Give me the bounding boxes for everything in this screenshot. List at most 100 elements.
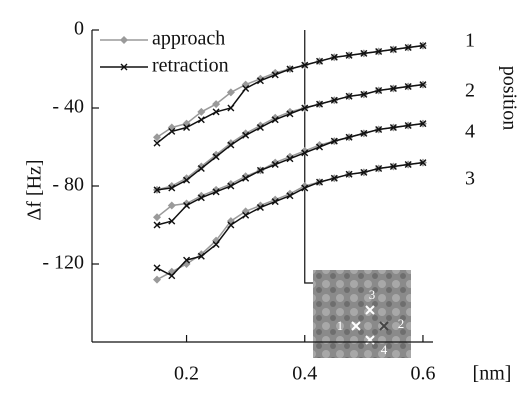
- marker: [212, 150, 221, 159]
- curve: [153, 159, 427, 280]
- marker-line: [304, 30, 313, 284]
- marker: [256, 203, 264, 211]
- marker: [256, 124, 264, 131]
- marker: [212, 153, 220, 161]
- marker: [419, 81, 427, 89]
- y-tick-label: 0: [74, 18, 84, 40]
- marker: [345, 170, 353, 178]
- legend-entry: approach: [100, 28, 225, 50]
- marker: [419, 120, 427, 128]
- position-label: 2: [465, 80, 475, 102]
- marker: [212, 100, 221, 109]
- marker: [212, 108, 220, 116]
- marker: [389, 163, 397, 170]
- marker: [360, 129, 368, 137]
- marker: [271, 161, 279, 169]
- marker: [301, 104, 309, 112]
- series-line: [156, 83, 424, 191]
- marker: [404, 122, 412, 130]
- legend-marker: [120, 36, 128, 44]
- position-label: 4: [465, 121, 475, 143]
- marker: [197, 191, 206, 200]
- marker: [330, 174, 338, 182]
- marker: [389, 85, 397, 92]
- x-tick-label: 0.6: [410, 363, 435, 385]
- series-line: [156, 122, 424, 226]
- inset-label: 3: [369, 287, 376, 302]
- marker: [271, 71, 279, 79]
- marker: [345, 92, 353, 100]
- marker: [404, 83, 412, 91]
- marker: [153, 213, 162, 222]
- marker: [182, 199, 191, 208]
- marker: [301, 184, 309, 192]
- position-label: 1: [465, 30, 475, 52]
- marker: [168, 272, 176, 280]
- legend-label: retraction: [152, 55, 229, 77]
- marker: [242, 131, 250, 139]
- marker: [286, 110, 294, 118]
- marker: [227, 104, 235, 112]
- marker: [389, 46, 397, 53]
- marker: [316, 100, 324, 108]
- marker: [256, 201, 265, 210]
- position-title: position: [498, 66, 520, 130]
- x-tick-label: 0.4: [292, 363, 317, 385]
- marker: [301, 149, 309, 157]
- marker: [271, 198, 279, 206]
- marker: [316, 57, 324, 65]
- marker: [197, 164, 205, 172]
- marker: [256, 74, 265, 83]
- marker: [316, 143, 324, 151]
- marker: [197, 107, 206, 116]
- marker: [404, 161, 412, 169]
- marker: [168, 217, 176, 225]
- marker: [183, 176, 191, 184]
- marker: [242, 85, 250, 92]
- curve: [153, 119, 427, 222]
- position-label: 3: [465, 168, 475, 190]
- marker: [404, 44, 412, 52]
- marker: [227, 182, 235, 190]
- marker: [242, 174, 250, 182]
- marker: [330, 137, 338, 145]
- inset-label: 2: [398, 316, 405, 331]
- inset-label: 1: [337, 318, 344, 333]
- marker: [286, 192, 294, 200]
- y-axis-label: Δf [Hz]: [24, 159, 46, 220]
- series-line: [156, 161, 424, 281]
- marker: [227, 141, 235, 149]
- marker: [241, 172, 250, 181]
- marker: [345, 51, 353, 59]
- curve: [153, 80, 427, 194]
- marker: [286, 65, 294, 73]
- marker: [389, 124, 397, 131]
- marker: [153, 275, 162, 284]
- marker: [227, 221, 235, 229]
- curve: [153, 120, 427, 229]
- marker: [256, 121, 265, 130]
- series-line: [156, 83, 424, 191]
- marker: [300, 182, 309, 190]
- marker: [271, 116, 279, 124]
- marker: [301, 61, 309, 69]
- marker: [182, 174, 191, 183]
- marker: [286, 155, 294, 163]
- marker: [375, 86, 383, 94]
- marker: [197, 116, 205, 124]
- y-tick-label: - 80: [52, 174, 84, 196]
- marker: [330, 96, 338, 104]
- marker: [241, 129, 250, 138]
- marker: [375, 47, 383, 55]
- curve: [153, 158, 427, 284]
- marker: [197, 162, 206, 171]
- marker: [360, 49, 368, 57]
- marker: [153, 221, 161, 229]
- marker: [183, 256, 191, 264]
- inset-label: 4: [381, 342, 388, 357]
- inset-image: [313, 270, 411, 358]
- marker: [271, 113, 280, 122]
- curve: [153, 81, 427, 194]
- marker: [256, 166, 264, 174]
